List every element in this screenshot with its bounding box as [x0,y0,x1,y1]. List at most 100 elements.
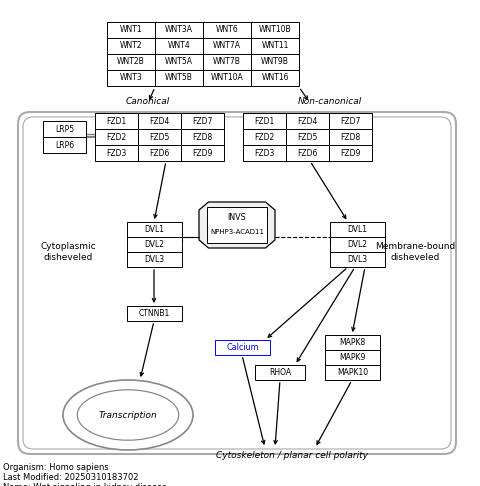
Text: DVL3: DVL3 [144,255,165,264]
Text: FZD2: FZD2 [107,133,127,141]
Bar [138,113,181,129]
Bar [95,129,138,145]
Text: Last Modified: 20250310183702: Last Modified: 20250310183702 [3,473,139,482]
Text: Organism: Homo sapiens: Organism: Homo sapiens [3,463,109,472]
Text: INVS: INVS [228,213,246,223]
Text: FZD8: FZD8 [192,133,213,141]
Text: FZD1: FZD1 [107,117,127,125]
Bar [203,22,251,38]
Text: FZD9: FZD9 [340,149,360,157]
Text: Canonical: Canonical [126,98,170,106]
Bar [107,54,155,70]
Bar [107,22,155,38]
Text: WNT7A: WNT7A [213,41,241,51]
Bar [330,252,385,267]
Text: MAPK9: MAPK9 [339,353,366,362]
Text: FZD7: FZD7 [192,117,213,125]
Text: WNT6: WNT6 [216,25,239,35]
Text: FZD5: FZD5 [149,133,170,141]
Text: Cytoskeleton / planar cell polarity: Cytoskeleton / planar cell polarity [216,451,368,459]
Bar [95,113,138,129]
Text: FZD1: FZD1 [254,117,275,125]
Text: Non-canonical: Non-canonical [298,98,362,106]
Text: FZD9: FZD9 [192,149,213,157]
Text: DVL3: DVL3 [348,255,368,264]
Text: WNT5A: WNT5A [165,57,193,67]
Text: DVL2: DVL2 [348,240,368,249]
Bar [127,237,182,252]
Text: LRP5: LRP5 [55,124,74,134]
Text: Membrane-bound
disheveled: Membrane-bound disheveled [375,243,455,261]
Text: WNT10A: WNT10A [211,73,243,83]
Bar [127,252,182,267]
Text: RHOA: RHOA [269,368,291,377]
Bar [286,129,329,145]
Bar [330,237,385,252]
Text: DVL1: DVL1 [144,225,165,234]
Text: Cytoplasmic
disheveled: Cytoplasmic disheveled [40,243,96,261]
Bar [138,145,181,161]
Text: NPHP3-ACAD11: NPHP3-ACAD11 [210,229,264,235]
Bar [286,145,329,161]
Bar [181,129,224,145]
Text: WNT1: WNT1 [120,25,142,35]
Text: DVL1: DVL1 [348,225,368,234]
Text: WNT3A: WNT3A [165,25,193,35]
Bar [329,113,372,129]
Text: FZD4: FZD4 [149,117,170,125]
Polygon shape [199,202,275,248]
Text: FZD4: FZD4 [297,117,318,125]
Text: FZD7: FZD7 [340,117,360,125]
Bar [251,22,299,38]
Text: FZD6: FZD6 [297,149,318,157]
Text: MAPK8: MAPK8 [339,338,366,347]
Text: FZD6: FZD6 [149,149,170,157]
Bar [251,70,299,86]
Text: FZD8: FZD8 [340,133,360,141]
Bar [107,38,155,54]
Text: WNT2B: WNT2B [117,57,145,67]
Bar [203,54,251,70]
Text: WNT9B: WNT9B [261,57,289,67]
Bar [251,54,299,70]
Bar [155,70,203,86]
Text: FZD5: FZD5 [297,133,318,141]
Bar [181,113,224,129]
Bar [330,222,385,237]
Bar [43,121,86,137]
Text: WNT3: WNT3 [120,73,143,83]
Bar [203,70,251,86]
Bar [95,145,138,161]
Text: WNT11: WNT11 [261,41,288,51]
Text: MAPK10: MAPK10 [337,368,368,377]
Bar [127,306,182,321]
Bar [155,38,203,54]
Ellipse shape [77,390,179,440]
Text: Transcription: Transcription [98,411,157,419]
Bar [181,145,224,161]
Bar [43,137,86,153]
Bar [207,207,267,243]
Bar [243,129,286,145]
Text: Calcium: Calcium [226,343,259,352]
Text: WNT5B: WNT5B [165,73,193,83]
Ellipse shape [63,380,193,450]
Bar [325,335,380,350]
Text: WNT2: WNT2 [120,41,142,51]
Bar [329,129,372,145]
Bar [251,38,299,54]
Bar [325,350,380,365]
Text: DVL2: DVL2 [144,240,165,249]
Text: CTNNB1: CTNNB1 [139,309,170,318]
Bar [243,145,286,161]
Bar [286,113,329,129]
Text: FZD3: FZD3 [254,149,275,157]
Bar [215,340,270,355]
Bar [325,365,380,380]
Bar [203,38,251,54]
Text: FZD2: FZD2 [254,133,275,141]
Text: WNT10B: WNT10B [259,25,291,35]
Text: LRP6: LRP6 [55,140,74,150]
Text: FZD3: FZD3 [106,149,127,157]
Bar [155,22,203,38]
